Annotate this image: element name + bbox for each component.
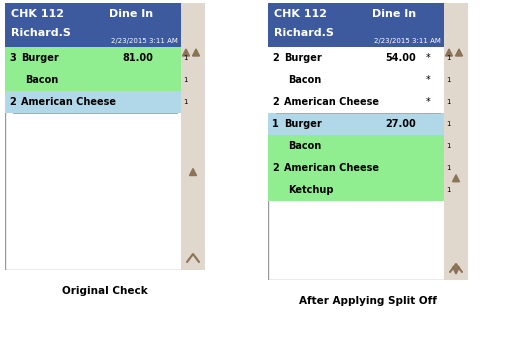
Bar [5,91,181,113]
Text: 1: 1 [446,55,451,61]
Text: 2/23/2015 3:11 AM: 2/23/2015 3:11 AM [111,38,178,45]
Bar [5,47,181,69]
Bar [268,157,444,179]
Text: Dine In: Dine In [109,9,153,19]
Text: Bacon: Bacon [288,141,321,151]
Text: Dine In: Dine In [372,9,416,19]
Bar [268,47,444,69]
Text: *: * [426,53,431,63]
Bar [181,3,205,270]
Text: 1: 1 [183,99,188,105]
Text: 2: 2 [272,163,279,173]
Polygon shape [453,175,460,182]
Text: 3: 3 [9,53,16,63]
Text: 1: 1 [446,99,451,105]
Polygon shape [453,267,460,274]
Bar [5,69,181,91]
Text: Richard.S: Richard.S [274,28,334,38]
Text: 1: 1 [446,143,451,149]
Text: After Applying Split Off: After Applying Split Off [299,296,437,306]
Text: Richard.S: Richard.S [11,28,71,38]
Bar [268,135,444,157]
Bar [5,3,205,25]
Text: 1: 1 [446,121,451,127]
Polygon shape [192,49,200,56]
Bar [268,69,444,91]
Text: Burger: Burger [284,53,322,63]
Bar [268,179,444,201]
Text: 2: 2 [9,97,16,107]
Text: *: * [426,75,431,85]
Text: American Cheese: American Cheese [284,163,379,173]
Polygon shape [455,49,463,56]
Bar [268,25,468,47]
Polygon shape [182,49,190,56]
Text: 27.00: 27.00 [385,119,416,129]
Text: Burger: Burger [284,119,322,129]
Text: Original Check: Original Check [62,286,148,296]
Bar [268,91,444,113]
Text: American Cheese: American Cheese [284,97,379,107]
Bar [268,3,468,25]
Text: CHK 112: CHK 112 [11,9,64,19]
Text: Bacon: Bacon [25,75,58,85]
Text: 81.00: 81.00 [122,53,153,63]
Polygon shape [190,169,196,175]
Text: 1: 1 [446,77,451,83]
Text: *: * [426,97,431,107]
Text: CHK 112: CHK 112 [274,9,327,19]
Text: 2/23/2015 3:11 AM: 2/23/2015 3:11 AM [374,38,441,45]
Text: 2: 2 [272,97,279,107]
Text: 2: 2 [272,53,279,63]
Text: Burger: Burger [21,53,59,63]
Text: 1: 1 [272,119,279,129]
Text: American Cheese: American Cheese [21,97,116,107]
Text: 1: 1 [446,165,451,171]
Text: Bacon: Bacon [288,75,321,85]
Text: 1: 1 [183,77,188,83]
Bar [5,25,205,47]
Text: 54.00: 54.00 [385,53,416,63]
Text: 1: 1 [446,187,451,193]
Bar [268,113,444,135]
Text: Ketchup: Ketchup [288,185,333,195]
Text: 1: 1 [183,55,188,61]
Polygon shape [445,49,453,56]
Bar [444,3,468,280]
